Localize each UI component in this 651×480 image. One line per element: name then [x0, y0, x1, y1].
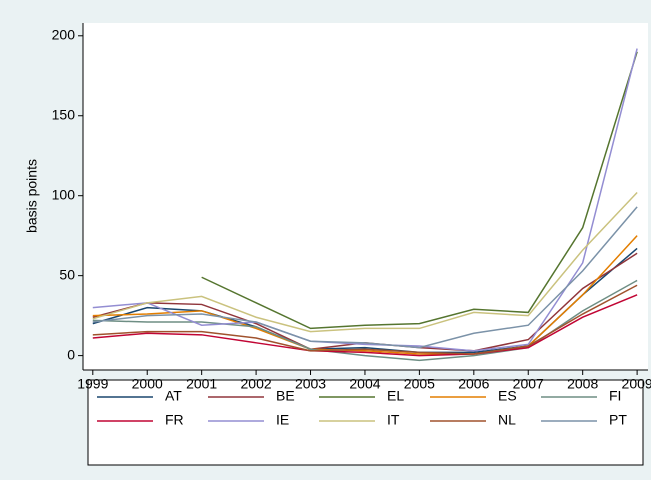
legend-label: ES: [498, 388, 517, 404]
legend-label: FR: [165, 412, 184, 428]
legend-label: FI: [609, 388, 621, 404]
series-line: [92, 235, 638, 355]
series-line: [92, 294, 638, 357]
x-tick-label: 1999: [77, 376, 108, 392]
x-tick-label: 2006: [458, 376, 489, 392]
x-tick-label: 2000: [132, 376, 163, 392]
series-line: [92, 206, 638, 349]
x-tick-label: 2008: [567, 376, 598, 392]
legend-label: IE: [276, 412, 289, 428]
x-tick-label: 2002: [241, 376, 272, 392]
legend-label: EL: [387, 388, 404, 404]
x-tick-label: 2003: [295, 376, 326, 392]
y-axis-label: basis points: [24, 159, 40, 233]
x-tick-label: 2009: [622, 376, 651, 392]
plot-area: [83, 23, 648, 370]
y-tick-label: 100: [52, 186, 76, 202]
y-tick-label: 50: [59, 266, 75, 282]
series-line: [92, 284, 638, 355]
legend-label: BE: [276, 388, 295, 404]
legend-label: IT: [387, 412, 400, 428]
y-tick-label: 0: [67, 346, 75, 362]
legend: [87, 379, 644, 466]
x-tick-label: 2005: [404, 376, 435, 392]
legend-label: PT: [609, 412, 627, 428]
series-line: [201, 51, 638, 330]
legend-label: NL: [498, 412, 516, 428]
y-tick-label: 200: [52, 26, 76, 42]
y-tick-label: 150: [52, 106, 76, 122]
series-line: [92, 191, 638, 333]
series-line: [92, 48, 638, 352]
x-tick-label: 2007: [513, 376, 544, 392]
legend-label: AT: [165, 388, 182, 404]
x-tick-label: 2004: [349, 376, 380, 392]
x-tick-label: 2001: [186, 376, 217, 392]
